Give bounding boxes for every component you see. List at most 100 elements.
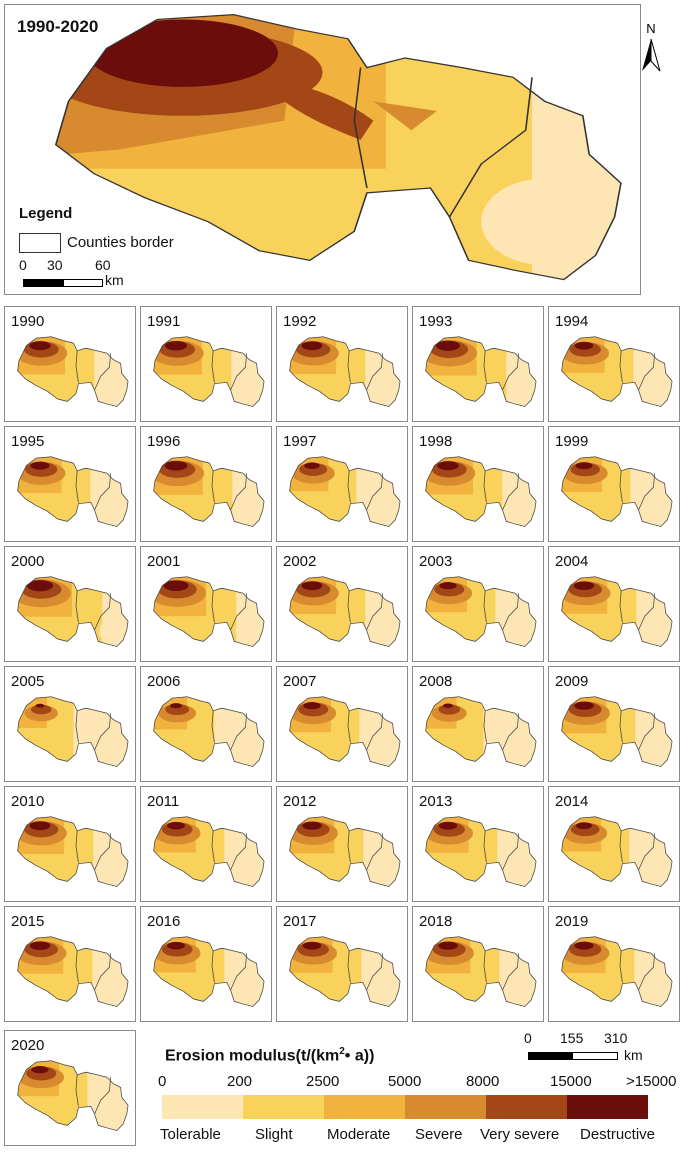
year-panel-2012: 2012 — [276, 786, 408, 902]
scale-unit: km — [105, 272, 124, 288]
year-label: 2004 — [555, 553, 589, 570]
year-map-1994 — [561, 336, 673, 407]
year-label: 2011 — [147, 793, 180, 810]
year-panel-2001: 2001 — [140, 546, 272, 662]
break-label: >15000 — [626, 1073, 677, 1090]
year-map-1992 — [289, 336, 401, 407]
class-swatch-tolerable — [162, 1095, 243, 1119]
class-swatch-moderate — [324, 1095, 405, 1119]
year-label: 2017 — [283, 913, 317, 930]
year-panel-1992: 1992 — [276, 306, 408, 422]
year-map-2016 — [153, 936, 265, 1007]
year-label: 1994 — [555, 313, 589, 330]
year-panel-1999: 1999 — [548, 426, 680, 542]
year-panel-2008: 2008 — [412, 666, 544, 782]
class-swatch-slight — [243, 1095, 324, 1119]
year-panel-1998: 1998 — [412, 426, 544, 542]
year-map-1995 — [17, 456, 129, 527]
overview-scalebar: 0 30 60 km — [19, 257, 129, 291]
year-map-2008 — [425, 696, 537, 767]
year-panel-1991: 1991 — [140, 306, 272, 422]
class-swatch-destructive — [567, 1095, 648, 1119]
year-label: 2002 — [283, 553, 317, 570]
year-label: 2013 — [419, 793, 453, 810]
year-map-2013 — [425, 816, 537, 887]
year-label: 2003 — [419, 553, 453, 570]
year-label: 1995 — [11, 433, 45, 450]
year-map-2011 — [153, 816, 265, 887]
class-swatch-severe — [405, 1095, 486, 1119]
year-map-2002 — [289, 576, 401, 647]
year-label: 2016 — [147, 913, 181, 930]
year-label: 2018 — [419, 913, 453, 930]
year-map-1990 — [17, 336, 129, 407]
year-label: 2007 — [283, 673, 317, 690]
panel-scale-tick-0: 0 — [524, 1030, 532, 1046]
panel-scale-bar-black — [528, 1052, 572, 1060]
break-label: 5000 — [388, 1073, 422, 1090]
year-map-1996 — [153, 456, 265, 527]
scale-bar-black — [23, 279, 63, 287]
year-panel-2017: 2017 — [276, 906, 408, 1022]
north-arrow-icon: N — [642, 21, 661, 72]
year-panel-1996: 1996 — [140, 426, 272, 542]
year-label: 1993 — [419, 313, 453, 330]
erosion-class-bar — [162, 1095, 648, 1119]
year-map-2017 — [289, 936, 401, 1007]
panel-scalebar: 0 155 310 km — [522, 1030, 662, 1066]
year-label: 2008 — [419, 673, 453, 690]
year-map-2020 — [17, 1060, 129, 1131]
year-panel-2018: 2018 — [412, 906, 544, 1022]
year-map-2019 — [561, 936, 673, 1007]
year-label: 1999 — [555, 433, 589, 450]
year-map-2010 — [17, 816, 129, 887]
class-label: Tolerable — [160, 1126, 221, 1143]
break-label: 200 — [227, 1073, 253, 1090]
year-label: 2014 — [555, 793, 589, 810]
year-map-2005 — [17, 696, 129, 767]
year-label: 1996 — [147, 433, 181, 450]
year-label: 2001 — [147, 553, 181, 570]
class-label: Slight — [255, 1126, 293, 1143]
year-panel-2015: 2015 — [4, 906, 136, 1022]
year-panel-2003: 2003 — [412, 546, 544, 662]
year-map-2009 — [561, 696, 673, 767]
scale-tick-0: 0 — [19, 257, 27, 273]
break-label: 15000 — [550, 1073, 592, 1090]
year-panel-2006: 2006 — [140, 666, 272, 782]
year-panel-2013: 2013 — [412, 786, 544, 902]
year-label: 1992 — [283, 313, 317, 330]
counties-border-swatch — [19, 233, 61, 253]
year-map-2006 — [153, 696, 265, 767]
year-panel-2016: 2016 — [140, 906, 272, 1022]
year-panel-2009: 2009 — [548, 666, 680, 782]
scale-tick-30: 30 — [47, 257, 63, 273]
year-panel-2007: 2007 — [276, 666, 408, 782]
year-map-2001 — [153, 576, 265, 647]
north-label: N — [646, 21, 655, 36]
year-map-1991 — [153, 336, 265, 407]
panel-scale-tick-310: 310 — [604, 1030, 628, 1046]
overview-map-panel: 1990-2020 N Legend Counties border 0 30 … — [4, 4, 661, 295]
panel-scale-unit: km — [624, 1047, 643, 1063]
year-label: 2006 — [147, 673, 181, 690]
break-label: 2500 — [306, 1073, 340, 1090]
panel-scale-bar-white — [572, 1052, 618, 1060]
year-map-2007 — [289, 696, 401, 767]
year-panel-1990: 1990 — [4, 306, 136, 422]
year-label: 2009 — [555, 673, 589, 690]
counties-border-label: Counties border — [67, 234, 174, 251]
break-label: 8000 — [466, 1073, 500, 1090]
year-map-1998 — [425, 456, 537, 527]
year-panel-2010: 2010 — [4, 786, 136, 902]
year-panel-1997: 1997 — [276, 426, 408, 542]
year-map-1993 — [425, 336, 537, 407]
year-map-2000 — [17, 576, 129, 647]
year-panel-2011: 2011 — [140, 786, 272, 902]
year-panel-1995: 1995 — [4, 426, 136, 542]
year-panel-1993: 1993 — [412, 306, 544, 422]
year-panel-2020: 2020 — [4, 1030, 136, 1146]
year-map-2014 — [561, 816, 673, 887]
overview-legend: Legend Counties border — [19, 205, 174, 253]
year-map-1999 — [561, 456, 673, 527]
